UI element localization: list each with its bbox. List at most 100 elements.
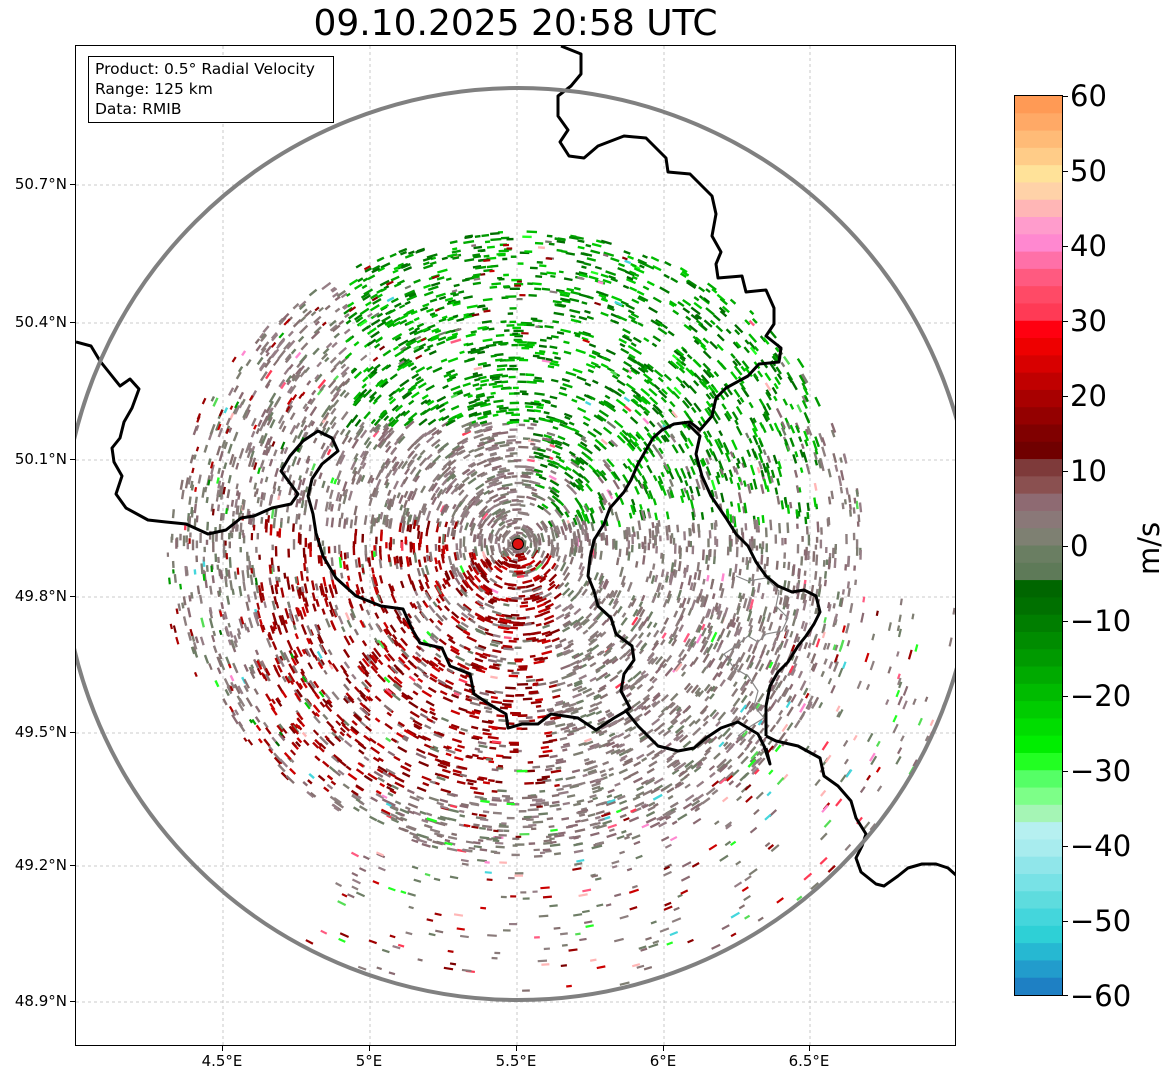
velocity-echo-gate bbox=[709, 771, 716, 778]
velocity-echo-gate bbox=[536, 533, 542, 541]
velocity-echo-gate bbox=[541, 506, 552, 516]
velocity-echo-gate bbox=[513, 329, 524, 333]
velocity-echo-gate bbox=[743, 718, 749, 725]
velocity-echo-gate bbox=[466, 778, 477, 784]
velocity-echo-gate bbox=[819, 539, 823, 549]
velocity-echo-gate bbox=[523, 639, 530, 643]
velocity-echo-gate bbox=[712, 686, 719, 693]
velocity-echo-gate bbox=[440, 553, 445, 564]
velocity-echo-gate bbox=[285, 774, 295, 785]
velocity-echo-gate bbox=[381, 315, 391, 323]
velocity-echo-gate bbox=[584, 513, 591, 524]
velocity-echo-gate bbox=[630, 597, 637, 607]
velocity-echo-gate bbox=[568, 235, 579, 241]
velocity-echo-gate bbox=[393, 302, 402, 308]
velocity-echo-gate bbox=[512, 326, 522, 330]
velocity-echo-gate bbox=[763, 410, 771, 421]
velocity-echo-gate bbox=[227, 569, 231, 579]
velocity-echo-gate bbox=[256, 532, 260, 540]
velocity-echo-gate bbox=[539, 789, 546, 793]
velocity-echo-gate bbox=[655, 546, 658, 554]
velocity-echo-gate bbox=[556, 248, 563, 253]
velocity-echo-gate bbox=[378, 558, 383, 569]
velocity-echo-gate bbox=[559, 736, 568, 741]
velocity-echo-gate bbox=[618, 262, 626, 268]
velocity-echo-gate bbox=[636, 531, 640, 540]
velocity-echo-gate bbox=[727, 771, 735, 778]
velocity-echo-gate bbox=[646, 464, 653, 474]
velocity-echo-gate bbox=[651, 342, 658, 348]
velocity-echo-gate bbox=[450, 404, 460, 411]
velocity-echo-gate bbox=[352, 541, 356, 548]
velocity-echo-gate bbox=[719, 310, 728, 318]
velocity-echo-gate bbox=[732, 621, 737, 628]
velocity-echo-gate bbox=[748, 437, 753, 444]
velocity-echo-gate bbox=[491, 508, 502, 516]
velocity-echo-gate bbox=[256, 496, 261, 504]
velocity-echo-gate bbox=[489, 802, 497, 807]
velocity-echo-gate bbox=[456, 848, 467, 853]
velocity-echo-gate bbox=[364, 679, 373, 688]
velocity-echo-gate bbox=[390, 666, 399, 675]
velocity-echo-gate bbox=[556, 555, 561, 562]
velocity-echo-gate bbox=[375, 622, 383, 633]
velocity-echo-gate bbox=[278, 378, 286, 388]
velocity-echo-gate bbox=[363, 437, 371, 446]
velocity-echo-gate bbox=[321, 608, 326, 615]
velocity-echo-gate bbox=[278, 420, 286, 430]
velocity-echo-gate bbox=[530, 491, 538, 496]
velocity-echo-gate bbox=[610, 471, 618, 480]
velocity-echo-gate bbox=[406, 320, 414, 326]
velocity-echo-gate bbox=[182, 616, 188, 626]
velocity-echo-gate bbox=[751, 758, 761, 768]
velocity-echo-gate bbox=[521, 601, 529, 605]
velocity-echo-gate bbox=[273, 507, 278, 518]
velocity-echo-gate bbox=[675, 706, 682, 712]
velocity-echo-gate bbox=[295, 498, 300, 508]
velocity-echo-gate bbox=[291, 741, 298, 748]
velocity-echo-gate bbox=[383, 415, 390, 422]
velocity-echo-gate bbox=[341, 371, 348, 378]
velocity-echo-gate bbox=[706, 564, 710, 571]
velocity-echo-gate bbox=[340, 512, 344, 519]
velocity-echo-gate bbox=[595, 700, 603, 707]
velocity-echo-gate bbox=[416, 666, 425, 674]
velocity-echo-gate bbox=[592, 428, 603, 436]
velocity-echo-gate bbox=[750, 765, 757, 772]
velocity-echo-gate bbox=[413, 345, 420, 351]
velocity-echo-gate bbox=[748, 333, 758, 343]
velocity-echo-gate bbox=[298, 324, 309, 335]
velocity-echo-gate bbox=[286, 579, 291, 590]
velocity-echo-gate bbox=[289, 767, 297, 775]
velocity-echo-gate bbox=[768, 423, 775, 432]
velocity-echo-gate bbox=[356, 465, 363, 475]
velocity-echo-gate bbox=[651, 530, 655, 541]
velocity-echo-gate bbox=[600, 311, 609, 317]
velocity-echo-gate bbox=[338, 346, 348, 356]
velocity-echo-gate bbox=[728, 568, 732, 577]
velocity-echo-gate bbox=[313, 326, 322, 335]
velocity-echo-gate bbox=[450, 385, 461, 392]
velocity-echo-gate bbox=[591, 242, 602, 248]
velocity-echo-gate bbox=[389, 537, 393, 548]
map-canvas[interactable] bbox=[76, 46, 956, 1046]
velocity-echo-gate bbox=[841, 589, 845, 595]
velocity-echo-gate bbox=[292, 624, 297, 631]
velocity-echo-gate bbox=[545, 734, 553, 738]
velocity-echo-gate bbox=[623, 396, 631, 403]
radar-map[interactable] bbox=[75, 45, 956, 1046]
velocity-echo-gate bbox=[353, 370, 363, 380]
velocity-echo-gate bbox=[717, 734, 724, 740]
velocity-echo-gate bbox=[543, 619, 555, 626]
velocity-echo-gate bbox=[253, 688, 259, 696]
velocity-echo-gate bbox=[600, 273, 609, 279]
velocity-echo-gate bbox=[529, 654, 536, 658]
velocity-echo-gate bbox=[505, 694, 515, 698]
velocity-echo-gate bbox=[496, 404, 504, 409]
velocity-echo-gate bbox=[546, 271, 557, 275]
velocity-echo-gate bbox=[507, 586, 516, 591]
velocity-echo-gate bbox=[843, 499, 847, 505]
velocity-echo-gate bbox=[600, 469, 607, 476]
velocity-echo-gate bbox=[253, 591, 258, 600]
velocity-echo-gate bbox=[726, 670, 735, 681]
